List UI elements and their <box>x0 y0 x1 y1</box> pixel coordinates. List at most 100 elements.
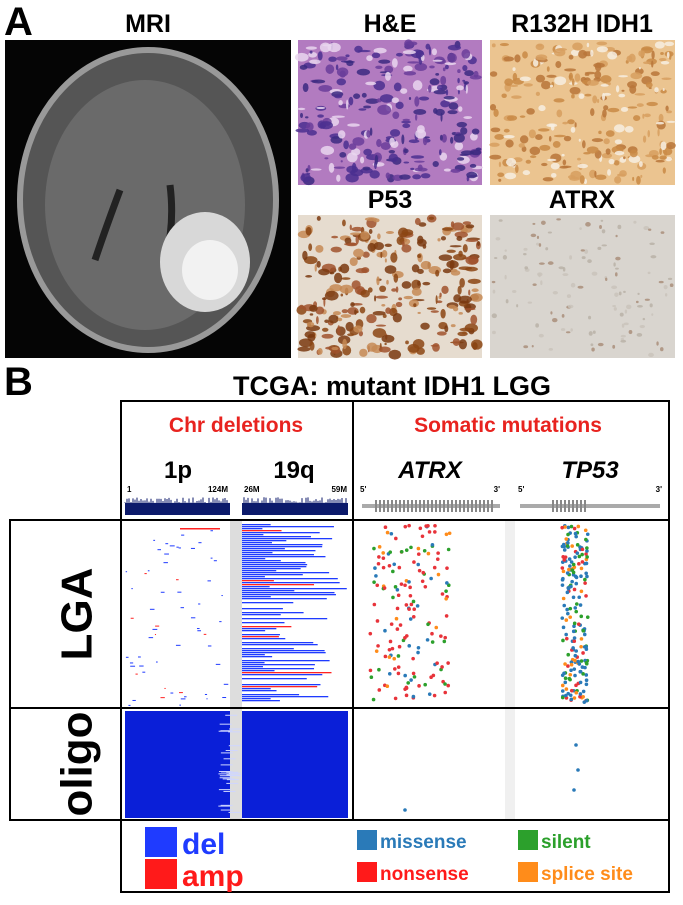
histology-cell <box>632 176 635 181</box>
histology-cell <box>393 82 402 92</box>
deletion-segment <box>242 588 347 590</box>
histology-cell <box>411 264 420 273</box>
histology-cell <box>550 162 560 170</box>
mutation-dot <box>584 673 589 677</box>
histology-cell <box>468 255 479 265</box>
mutation-dot <box>409 602 414 607</box>
histology-cell <box>441 133 447 143</box>
histology-cell <box>471 128 480 135</box>
mutation-dot <box>375 583 380 588</box>
histology-cell <box>373 242 385 251</box>
histology-cell <box>571 93 575 99</box>
histology-cell <box>532 58 539 67</box>
mutation-dot <box>584 561 589 566</box>
histology-cell <box>601 244 608 247</box>
histology-cell <box>596 41 608 46</box>
histology-cell <box>428 216 435 220</box>
mutation-dot <box>433 523 437 528</box>
mutation-dot <box>579 589 584 594</box>
histology-cell <box>458 295 472 304</box>
histology-cell <box>389 129 401 137</box>
histology-cell <box>453 294 462 303</box>
histology-cell <box>311 79 326 84</box>
histology-cell <box>489 104 497 111</box>
mutation-dot <box>563 662 567 666</box>
deletion-segment <box>242 670 275 672</box>
histology-cell <box>605 148 611 155</box>
histology-cell <box>579 227 582 230</box>
mutation-dot <box>404 693 409 698</box>
deletion-segment <box>148 637 154 639</box>
gap <box>220 804 233 806</box>
histology-cell <box>620 334 626 338</box>
mutation-dot <box>563 555 568 559</box>
histology-cell <box>462 64 468 72</box>
histology-cell <box>360 231 370 241</box>
histology-cell <box>593 62 605 68</box>
deletion-segment <box>242 542 272 544</box>
histology-cell <box>547 158 557 162</box>
histology-cell <box>349 224 352 231</box>
histology-cell <box>337 325 341 336</box>
mutation-dot <box>433 530 437 534</box>
histology-cell <box>585 222 591 227</box>
mutation-dot <box>578 669 583 674</box>
histology-cell <box>320 145 335 155</box>
deletion-segment <box>242 560 281 562</box>
mutation-dot <box>417 568 422 573</box>
histology-cell <box>655 121 665 125</box>
mutation-dot <box>412 675 417 679</box>
mutation-dot <box>573 555 577 559</box>
histology-cell <box>413 303 417 308</box>
mutation-dot <box>565 571 570 575</box>
histology-cell <box>635 300 639 304</box>
exon <box>387 500 389 512</box>
histology-cell <box>459 327 474 332</box>
mutation-dot <box>581 628 586 633</box>
mutation-dot <box>567 557 572 561</box>
histology-cell <box>588 331 593 336</box>
track-label: 5' <box>518 485 524 494</box>
deletion-segment <box>177 591 182 593</box>
exon <box>447 500 449 512</box>
mutation-dot <box>574 609 579 614</box>
histology-cell <box>629 85 637 94</box>
histology-cell <box>556 48 568 51</box>
deletion-segment <box>242 572 330 574</box>
mutation-dot <box>404 634 409 638</box>
deletion-segment <box>137 656 141 658</box>
deletion-segment <box>242 590 295 592</box>
histology-cell <box>577 285 584 289</box>
mutation-dot <box>404 603 409 607</box>
histology-cell <box>408 97 412 100</box>
histology-cell <box>401 281 412 289</box>
histology-cell <box>318 84 333 92</box>
histology-cell <box>619 170 627 177</box>
histology-cell <box>535 54 548 61</box>
histology-cell <box>307 333 316 342</box>
histology-cell <box>392 111 400 119</box>
histology-cell <box>469 75 482 80</box>
histology-cell <box>342 219 346 227</box>
histology-cell <box>617 224 622 230</box>
histology-cell <box>519 115 526 118</box>
mutation-dot <box>383 654 388 659</box>
histology-cell <box>639 324 646 329</box>
histology-cell <box>361 92 367 98</box>
deletion-segment <box>165 543 169 545</box>
histology-cell <box>594 170 597 178</box>
histology-cell <box>395 301 403 308</box>
histology-cell <box>414 114 418 121</box>
histology-cell <box>317 51 323 61</box>
deletion-segment <box>242 650 325 652</box>
deletion-segment <box>129 662 134 664</box>
histology-cell <box>666 142 676 150</box>
histology-cell <box>504 78 513 86</box>
histology-cell <box>634 93 646 96</box>
mutation-dot <box>560 616 565 620</box>
mutation-dot <box>566 541 570 545</box>
mutation-dot <box>387 647 392 652</box>
histology-cell <box>546 66 550 72</box>
histology-cell <box>553 134 566 138</box>
histology-cell <box>401 244 412 253</box>
